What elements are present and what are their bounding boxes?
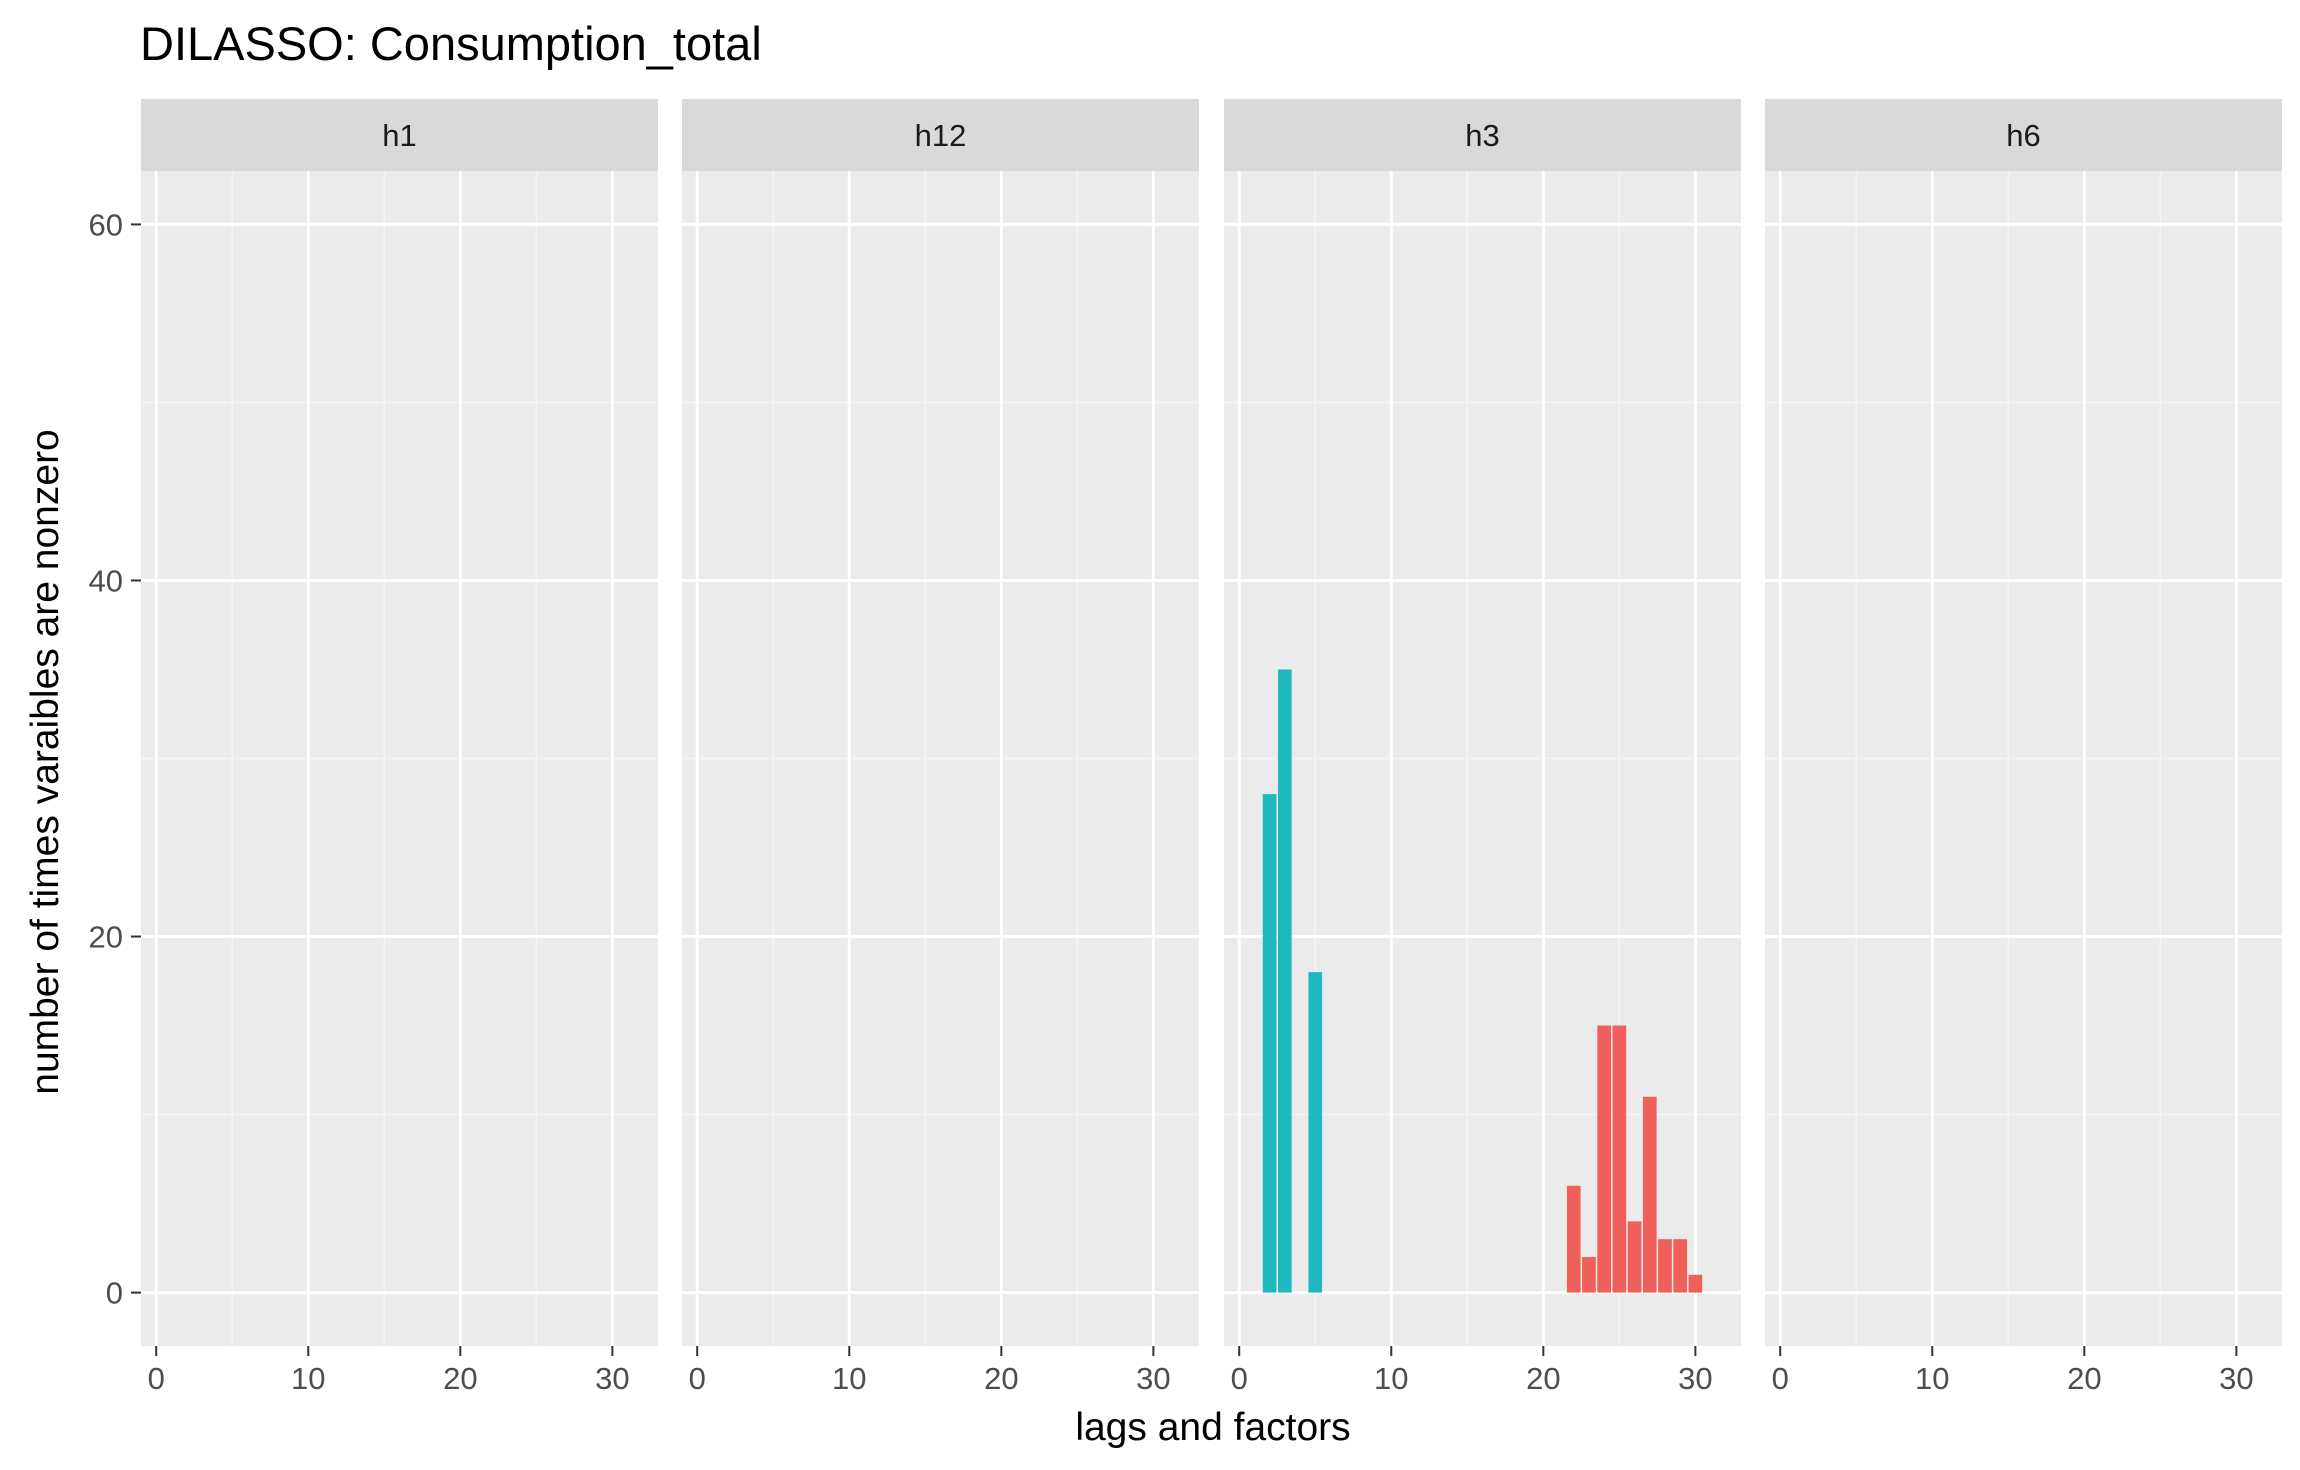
bar-h3-x24 bbox=[1597, 1025, 1611, 1293]
x-tick-label: 10 bbox=[291, 1361, 325, 1396]
y-axis-title: number of times varaibles are nonzero bbox=[24, 429, 67, 1095]
x-tick-label: 10 bbox=[1915, 1361, 1949, 1396]
bar-h3-x5 bbox=[1308, 972, 1323, 1293]
x-tick-label: 30 bbox=[1678, 1361, 1712, 1396]
bar-h3-x25 bbox=[1612, 1025, 1627, 1293]
bar-h3-x29 bbox=[1673, 1239, 1688, 1293]
facet-strip-label: h1 bbox=[382, 118, 416, 153]
y-tick-label: 40 bbox=[89, 563, 123, 598]
x-tick-label: 0 bbox=[1231, 1361, 1248, 1396]
bar-h3-x27 bbox=[1642, 1096, 1657, 1293]
bar-h3-x28 bbox=[1658, 1239, 1672, 1293]
facet-panel-h3: h3 0 10 20 30 bbox=[1224, 99, 1741, 1396]
facet-strip bbox=[682, 99, 1199, 171]
facet-strip-label: h12 bbox=[915, 118, 967, 153]
x-axis-title: lags and factors bbox=[1075, 1406, 1350, 1449]
y-tick-label: 0 bbox=[106, 1276, 123, 1311]
bar-h3-x26 bbox=[1627, 1221, 1642, 1293]
facet-panel-h6: h6 0 10 20 30 bbox=[1765, 99, 2282, 1396]
bar-h3-x22 bbox=[1566, 1185, 1581, 1293]
facet-strip-label: h3 bbox=[1465, 118, 1499, 153]
facet-strip bbox=[1765, 99, 2282, 171]
x-tick-label: 0 bbox=[689, 1361, 706, 1396]
x-tick-label: 30 bbox=[2219, 1361, 2253, 1396]
y-tick-label: 60 bbox=[89, 207, 123, 242]
facet-strip-label: h6 bbox=[2006, 118, 2040, 153]
x-tick-label: 0 bbox=[148, 1361, 165, 1396]
y-axis: 0 20 40 60 bbox=[89, 207, 141, 1311]
x-tick-label: 0 bbox=[1772, 1361, 1789, 1396]
chart-title: DILASSO: Consumption_total bbox=[140, 17, 762, 70]
bar-h3-x3 bbox=[1277, 669, 1292, 1293]
x-tick-label: 30 bbox=[1136, 1361, 1170, 1396]
facet-panels: h1 0 10 20 30 h12 0 10 20 30 h3 0 10 20 30 h6 0 10 20 30 bbox=[141, 99, 2282, 1396]
x-tick-label: 10 bbox=[1374, 1361, 1408, 1396]
bar-h3-x30 bbox=[1688, 1274, 1703, 1293]
x-tick-label: 20 bbox=[2067, 1361, 2101, 1396]
x-tick-label: 20 bbox=[984, 1361, 1018, 1396]
x-tick-label: 20 bbox=[1526, 1361, 1560, 1396]
facet-strip bbox=[141, 99, 658, 171]
bar-h3-x2 bbox=[1262, 794, 1277, 1293]
facet-strip bbox=[1224, 99, 1741, 171]
bar-h3-x23 bbox=[1582, 1256, 1596, 1293]
x-tick-label: 30 bbox=[595, 1361, 629, 1396]
y-tick-label: 20 bbox=[89, 920, 123, 955]
facet-panel-h12: h12 0 10 20 30 bbox=[682, 99, 1199, 1396]
facet-panel-h1: h1 0 10 20 30 bbox=[141, 99, 658, 1396]
x-tick-label: 20 bbox=[443, 1361, 477, 1396]
x-tick-label: 10 bbox=[832, 1361, 866, 1396]
